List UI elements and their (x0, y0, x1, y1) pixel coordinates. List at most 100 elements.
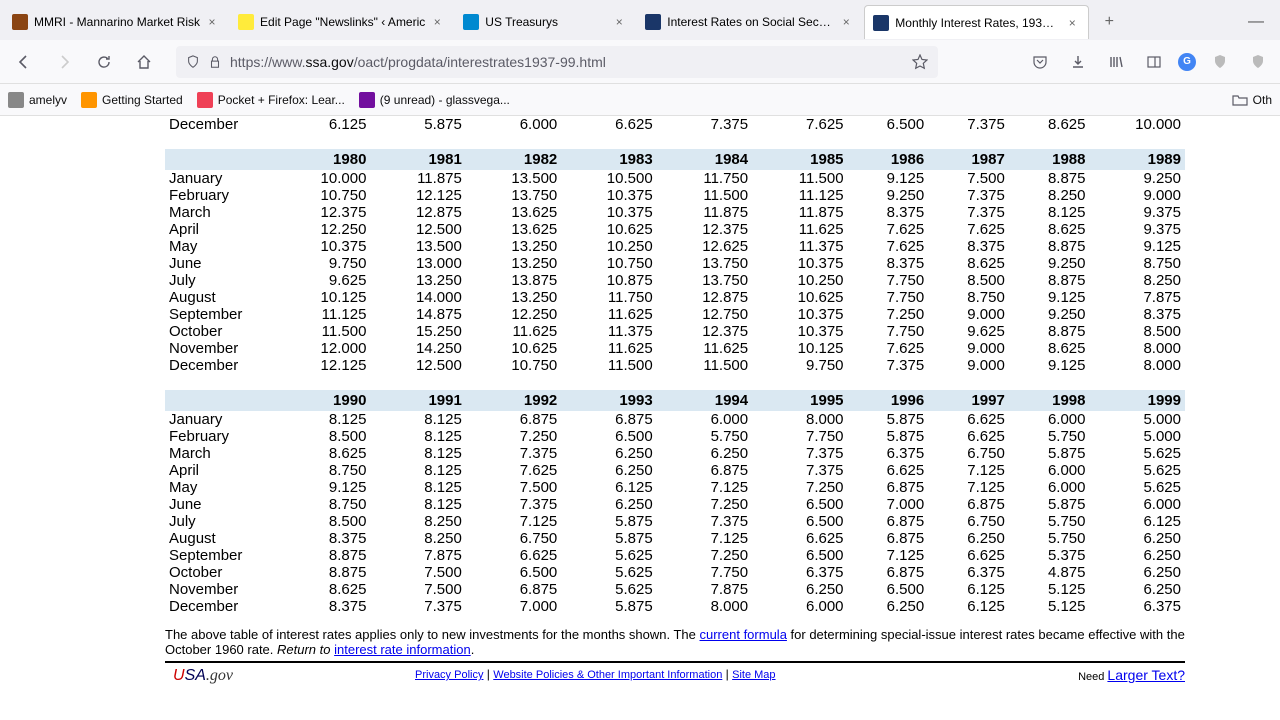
browser-tab[interactable]: MMRI - Mannarino Market Risk× (4, 5, 228, 39)
value-cell: 6.250 (1090, 564, 1186, 581)
value-cell: 6.875 (848, 564, 929, 581)
year-header: 1996 (848, 390, 929, 411)
value-cell: 8.500 (275, 513, 370, 530)
library-icon[interactable] (1102, 48, 1130, 76)
ext-icon-2[interactable] (1206, 48, 1234, 76)
value-cell: 6.500 (848, 581, 929, 598)
month-cell: May (165, 238, 275, 255)
value-cell: 11.625 (561, 306, 656, 323)
back-button[interactable] (8, 46, 40, 78)
interest-rate-table: December6.1255.8756.0006.6257.3757.6256.… (165, 116, 1185, 615)
table-row: November12.00014.25010.62511.62511.62510… (165, 340, 1185, 357)
value-cell: 7.375 (752, 445, 847, 462)
value-cell: 6.250 (848, 598, 929, 615)
value-cell: 7.500 (928, 170, 1009, 187)
table-row: September8.8757.8756.6255.6257.2506.5007… (165, 547, 1185, 564)
value-cell: 10.750 (561, 255, 656, 272)
value-cell: 11.500 (657, 187, 752, 204)
table-row: October8.8757.5006.5005.6257.7506.3756.8… (165, 564, 1185, 581)
year-header: 1991 (370, 390, 465, 411)
value-cell: 13.875 (466, 272, 561, 289)
value-cell: 6.125 (928, 581, 1009, 598)
browser-tab[interactable]: Monthly Interest Rates, 1937-99× (864, 5, 1089, 39)
bookmark-label: Getting Started (102, 93, 183, 107)
reload-button[interactable] (88, 46, 120, 78)
bookmark-favicon (8, 92, 24, 108)
value-cell: 7.500 (370, 581, 465, 598)
tab-close-icon[interactable]: × (1064, 15, 1080, 31)
value-cell: 13.250 (370, 272, 465, 289)
value-cell: 8.875 (1009, 272, 1090, 289)
bookmark-item[interactable]: amelyv (8, 92, 67, 108)
table-row: July9.62513.25013.87510.87513.75010.2507… (165, 272, 1185, 289)
value-cell: 7.250 (466, 428, 561, 445)
pocket-icon[interactable] (1026, 48, 1054, 76)
value-cell: 12.000 (275, 340, 370, 357)
value-cell: 14.000 (370, 289, 465, 306)
table-row: June9.75013.00013.25010.75013.75010.3758… (165, 255, 1185, 272)
tab-close-icon[interactable]: × (204, 14, 220, 30)
url-bar[interactable]: https://www.ssa.gov/oact/progdata/intere… (176, 46, 938, 78)
value-cell: 12.750 (657, 306, 752, 323)
value-cell: 5.625 (561, 547, 656, 564)
downloads-icon[interactable] (1064, 48, 1092, 76)
month-cell: October (165, 323, 275, 340)
value-cell: 8.000 (1090, 340, 1186, 357)
value-cell: 6.000 (657, 411, 752, 428)
value-cell: 13.000 (370, 255, 465, 272)
current-formula-link[interactable]: current formula (700, 627, 787, 642)
value-cell: 8.750 (1090, 255, 1186, 272)
value-cell: 10.375 (275, 238, 370, 255)
tab-title: US Treasurys (485, 15, 607, 29)
value-cell: 6.875 (848, 479, 929, 496)
value-cell: 7.000 (466, 598, 561, 615)
browser-tab[interactable]: Interest Rates on Social Security × (637, 5, 862, 39)
value-cell: 7.375 (657, 116, 752, 133)
interest-rate-info-link[interactable]: interest rate information (334, 642, 471, 657)
new-tab-button[interactable]: + (1095, 8, 1123, 36)
browser-tab[interactable]: US Treasurys × (455, 5, 635, 39)
sitemap-link[interactable]: Site Map (732, 669, 775, 681)
value-cell: 8.625 (275, 445, 370, 462)
sidebar-icon[interactable] (1140, 48, 1168, 76)
value-cell: 5.125 (1009, 598, 1090, 615)
lock-icon (208, 55, 222, 69)
tab-close-icon[interactable]: × (838, 14, 854, 30)
page-content: December6.1255.8756.0006.6257.3757.6256.… (0, 116, 1280, 720)
year-header: 1987 (928, 149, 1009, 170)
ext-icon-1[interactable]: G (1178, 53, 1196, 71)
year-header: 1982 (466, 149, 561, 170)
bookmark-item[interactable]: Getting Started (81, 92, 183, 108)
usa-gov-logo[interactable]: USA.gov (165, 667, 235, 685)
browser-tab[interactable]: Edit Page "Newslinks" ‹ Americ × (230, 5, 453, 39)
website-policies-link[interactable]: Website Policies & Other Important Infor… (493, 669, 722, 681)
value-cell: 6.500 (848, 116, 929, 133)
home-button[interactable] (128, 46, 160, 78)
tab-close-icon[interactable]: × (429, 14, 445, 30)
other-bookmarks[interactable]: Oth (1232, 92, 1272, 108)
value-cell: 10.375 (561, 204, 656, 221)
privacy-link[interactable]: Privacy Policy (415, 669, 483, 681)
bookmark-item[interactable]: Pocket + Firefox: Lear... (197, 92, 345, 108)
forward-button[interactable] (48, 46, 80, 78)
value-cell: 12.500 (370, 357, 465, 374)
value-cell: 8.750 (275, 496, 370, 513)
year-header: 1981 (370, 149, 465, 170)
value-cell: 8.125 (1009, 204, 1090, 221)
bookmark-item[interactable]: (9 unread) - glassvega... (359, 92, 510, 108)
tab-close-icon[interactable]: × (611, 14, 627, 30)
tab-title: Interest Rates on Social Security (667, 15, 834, 29)
ext-icon-3[interactable] (1244, 48, 1272, 76)
table-row: March8.6258.1257.3756.2506.2507.3756.375… (165, 445, 1185, 462)
larger-text-link[interactable]: Larger Text? (1107, 667, 1185, 683)
value-cell: 6.500 (752, 496, 847, 513)
minimize-button[interactable]: — (1248, 13, 1264, 31)
value-cell: 8.875 (275, 547, 370, 564)
value-cell: 8.625 (928, 255, 1009, 272)
bookmark-star-icon[interactable] (912, 54, 928, 70)
bookmark-label: (9 unread) - glassvega... (380, 93, 510, 107)
value-cell: 6.250 (928, 530, 1009, 547)
tab-title: Edit Page "Newslinks" ‹ Americ (260, 15, 425, 29)
month-cell: November (165, 340, 275, 357)
value-cell: 5.625 (1090, 445, 1186, 462)
